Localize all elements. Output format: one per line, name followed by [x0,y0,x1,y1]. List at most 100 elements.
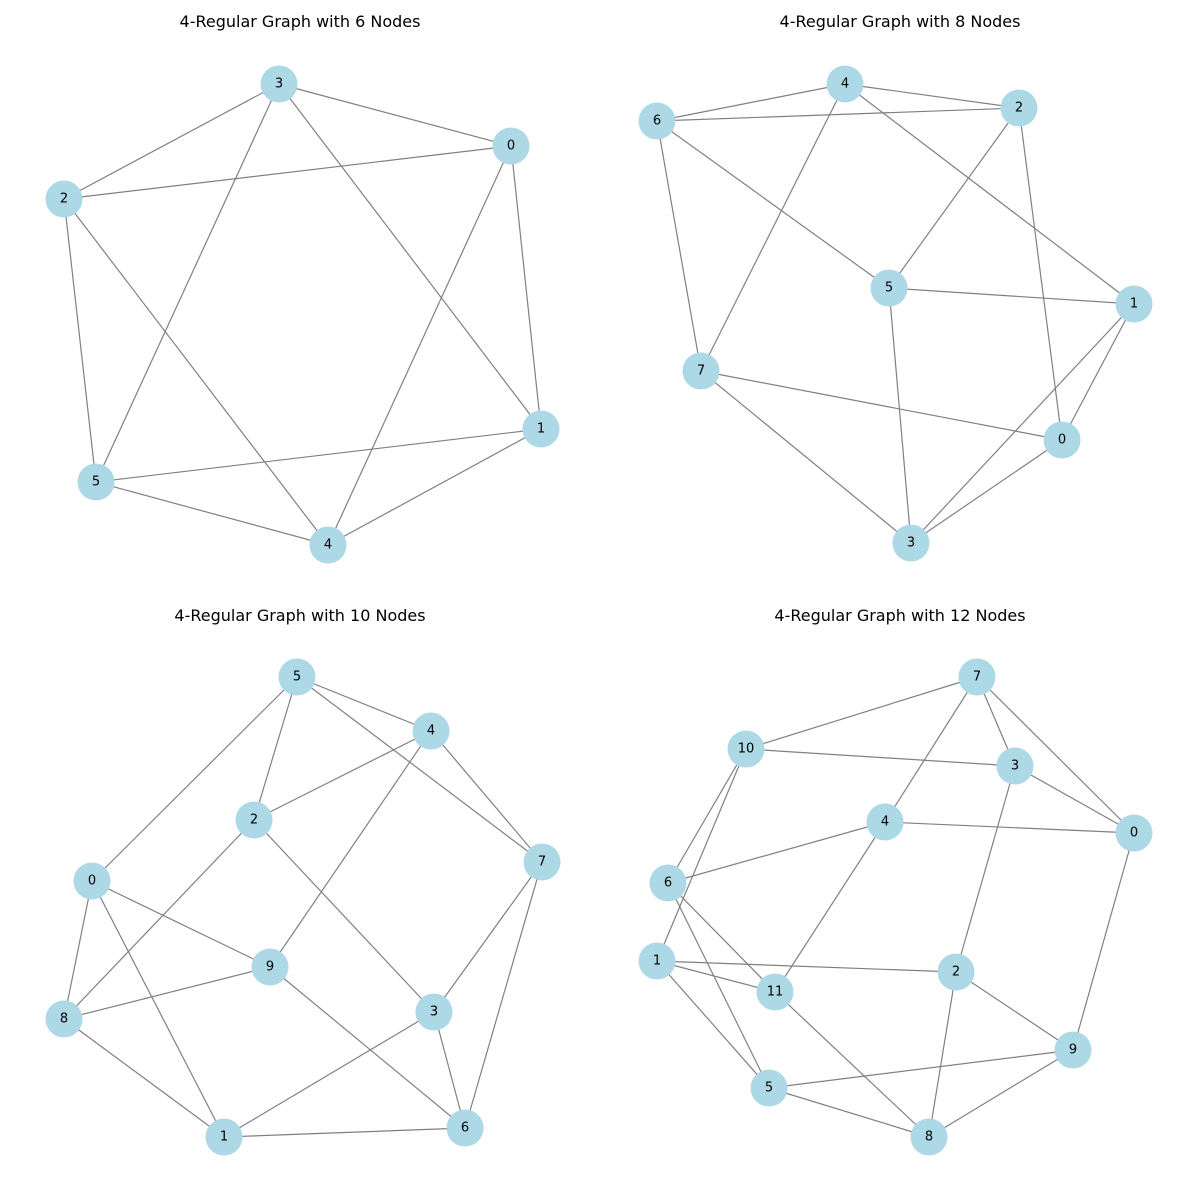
node-label: 5 [765,1081,773,1096]
graph-node: 1 [522,410,560,448]
node-circle [756,973,794,1011]
graph-edge [91,676,298,882]
graph-edge [667,882,776,993]
graph-edge [223,1011,435,1138]
graph-edge [656,748,747,962]
graph-edge [910,439,1063,544]
node-label: 3 [430,1005,438,1020]
graph-edge [888,287,912,544]
graph-edge [269,966,466,1129]
graph-edge [955,971,1074,1051]
node-circle [866,803,904,841]
graph-node: 3 [892,524,930,562]
graph-node: 2 [937,953,975,991]
graph-node: 3 [415,993,453,1031]
graph-edge [63,83,280,200]
node-label: 6 [461,1121,469,1136]
graph-edge [888,107,1020,289]
graph-edge [656,107,1020,122]
graph-edge [510,145,542,430]
graph-edge [774,991,930,1138]
graph-edge [884,821,1135,834]
graph-edge [430,730,543,863]
graph-edge [955,765,1016,973]
graph-edge [656,83,846,122]
node-circle [415,993,453,1031]
node-label: 4 [881,815,889,830]
graph-edge [1072,832,1135,1051]
graph-edge [745,676,978,750]
graph-node: 2 [235,801,273,839]
node-label: 1 [537,422,545,437]
graph-edge [278,83,512,147]
node-circle [1000,89,1038,127]
graph-node: 6 [649,864,687,902]
node-circle [892,524,930,562]
graph-edge [656,960,957,973]
graph-node: 6 [638,102,676,140]
graph-node: 4 [866,803,904,841]
graph-node: 1 [638,942,676,980]
graph-title: 4-Regular Graph with 8 Nodes [779,12,1021,31]
node-label: 3 [907,536,915,551]
graph-edge [95,428,542,483]
node-circle [870,269,908,307]
node-circle [251,948,289,986]
node-circle [522,410,560,448]
node-label: 11 [767,985,784,1000]
node-label: 5 [293,670,301,685]
node-circle [1043,421,1081,459]
node-label: 2 [60,192,68,207]
graph-edge [253,730,432,821]
graph-node: 9 [1054,1031,1092,1069]
graph-title: 4-Regular Graph with 12 Nodes [774,606,1026,625]
node-label: 7 [538,855,546,870]
node-circle [45,180,83,218]
node-label: 9 [266,960,274,975]
node-circle [278,658,316,696]
graph-edge [253,819,435,1013]
node-circle [45,1000,83,1038]
graph-edge [1014,765,1135,834]
graph-edge [667,882,770,1089]
graph-edge [768,1087,930,1138]
node-circle [727,730,765,768]
node-label: 7 [697,364,705,379]
node-label: 0 [507,139,515,154]
node-circle [638,942,676,980]
node-circle [1054,1031,1092,1069]
node-circle [492,127,530,165]
node-label: 1 [1130,297,1138,312]
graph-edge [63,198,329,546]
node-circle [910,1118,948,1156]
graph-node: 7 [958,658,996,696]
graph-edge [928,971,957,1138]
panel-graph-6: 4-Regular Graph with 6 Nodes 0 1 2 3 4 5 [0,0,600,600]
graph-edge [667,748,747,884]
graph-node: 0 [73,862,111,900]
node-label: 7 [973,670,981,685]
node-label: 5 [885,281,893,296]
graph-edge [63,819,255,1020]
graph-node: 7 [682,352,720,390]
graph-edge [296,676,543,863]
graph-edge [253,676,298,821]
node-circle [523,843,561,881]
graph-edge [700,370,912,544]
graph-edge [63,198,97,483]
graph-canvas: 0 1 2 3 4 5 6 7 8 9 10 11 [638,658,1153,1156]
graph-edge [1018,107,1063,441]
node-circle [937,953,975,991]
node-label: 9 [1069,1043,1077,1058]
graph-node: 0 [1115,814,1153,852]
graph-node: 8 [45,1000,83,1038]
graph-node: 0 [1043,421,1081,459]
graph-title: 4-Regular Graph with 6 Nodes [179,12,421,31]
graph-canvas: 0 1 2 3 4 5 6 7 [638,65,1153,562]
node-circle [235,801,273,839]
graph-node: 3 [996,747,1034,785]
graph-edge [223,1127,466,1138]
graph-edge [95,83,280,483]
node-circle [1115,814,1153,852]
graph-node: 0 [492,127,530,165]
